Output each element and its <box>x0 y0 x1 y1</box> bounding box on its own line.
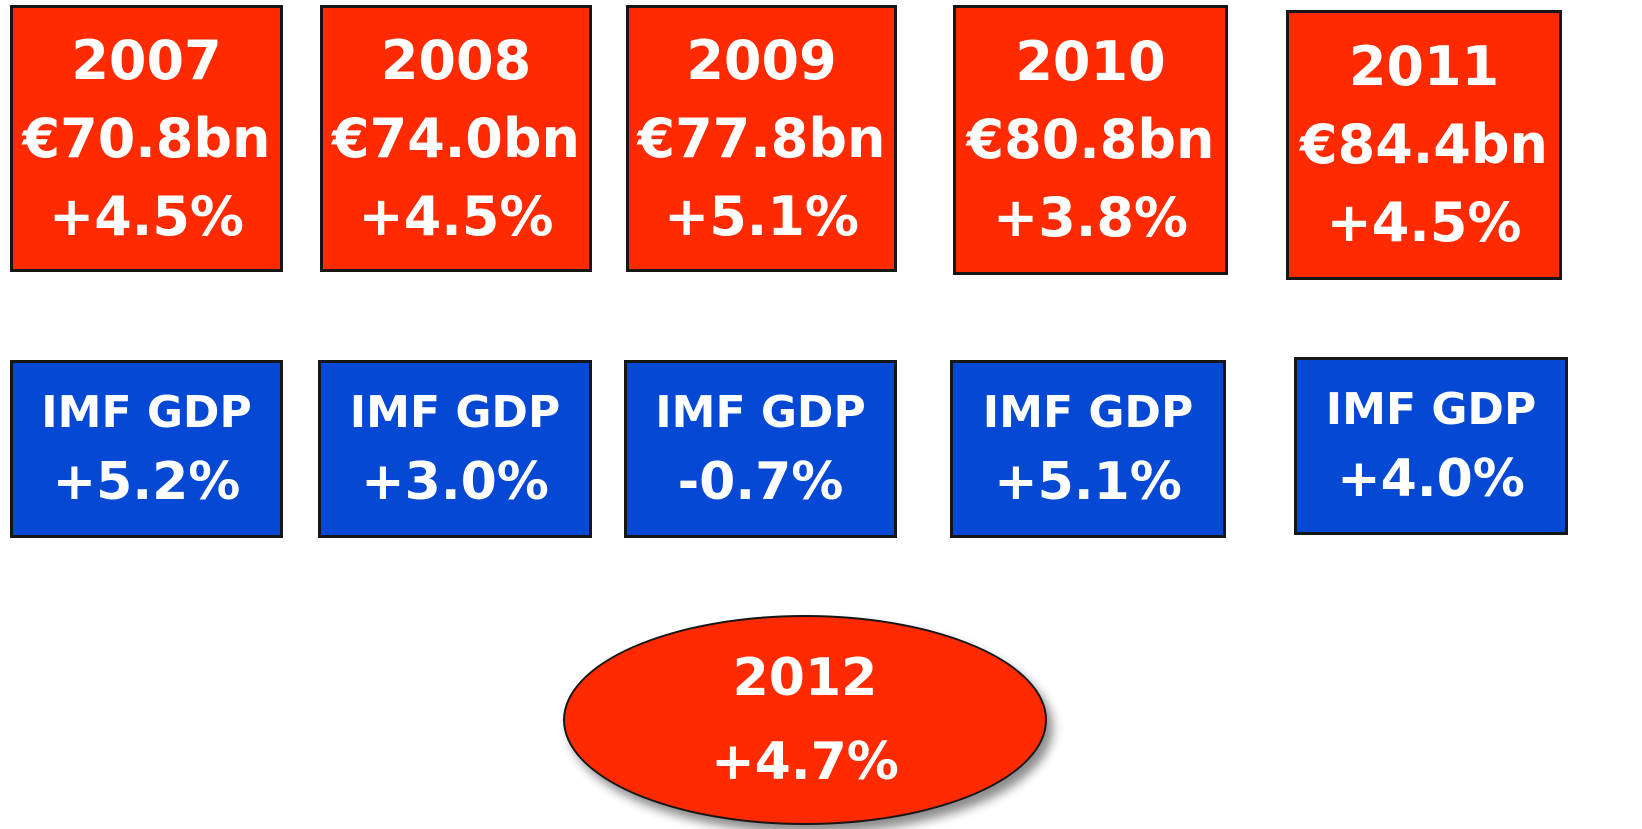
growth-box: 2007 €70.8bn +4.5% <box>10 5 283 272</box>
growth-change: +4.5% <box>48 184 244 248</box>
forecast-year: 2012 <box>732 648 878 708</box>
growth-amount: €77.8bn <box>637 106 886 170</box>
forecast-ellipse: 2012 +4.7% <box>563 615 1047 825</box>
growth-change: +3.8% <box>992 186 1188 249</box>
gdp-label: IMF GDP <box>982 386 1194 438</box>
gdp-value: +5.1% <box>994 451 1182 512</box>
gdp-box: IMF GDP +5.1% <box>950 360 1226 538</box>
growth-amount: €80.8bn <box>966 108 1215 171</box>
growth-change: +5.1% <box>663 184 859 248</box>
gdp-value: +4.0% <box>1337 448 1525 509</box>
growth-box: 2010 €80.8bn +3.8% <box>953 5 1228 275</box>
forecast-change: +4.7% <box>711 732 899 792</box>
gdp-label: IMF GDP <box>1325 383 1537 435</box>
gdp-box: IMF GDP +3.0% <box>318 360 592 538</box>
growth-change: +4.5% <box>1326 191 1522 254</box>
growth-amount: €74.0bn <box>332 106 580 170</box>
growth-year: 2011 <box>1348 35 1500 98</box>
growth-year: 2009 <box>686 28 837 92</box>
gdp-box: IMF GDP +4.0% <box>1294 357 1568 535</box>
gdp-box: IMF GDP -0.7% <box>624 360 897 538</box>
growth-change: +4.5% <box>358 184 554 248</box>
gdp-value: -0.7% <box>677 451 844 512</box>
gdp-box: IMF GDP +5.2% <box>10 360 283 538</box>
growth-year: 2008 <box>380 28 532 92</box>
growth-box: 2011 €84.4bn +4.5% <box>1286 10 1562 280</box>
gdp-label: IMF GDP <box>41 386 252 438</box>
gdp-label: IMF GDP <box>655 386 866 438</box>
growth-amount: €70.8bn <box>22 106 271 170</box>
growth-year: 2007 <box>71 28 222 92</box>
growth-amount: €84.4bn <box>1300 113 1548 176</box>
growth-year: 2010 <box>1015 30 1166 93</box>
growth-box: 2008 €74.0bn +4.5% <box>320 5 592 272</box>
gdp-value: +3.0% <box>361 451 549 512</box>
growth-box: 2009 €77.8bn +5.1% <box>626 5 897 272</box>
gdp-value: +5.2% <box>52 451 241 512</box>
gdp-label: IMF GDP <box>349 386 561 438</box>
